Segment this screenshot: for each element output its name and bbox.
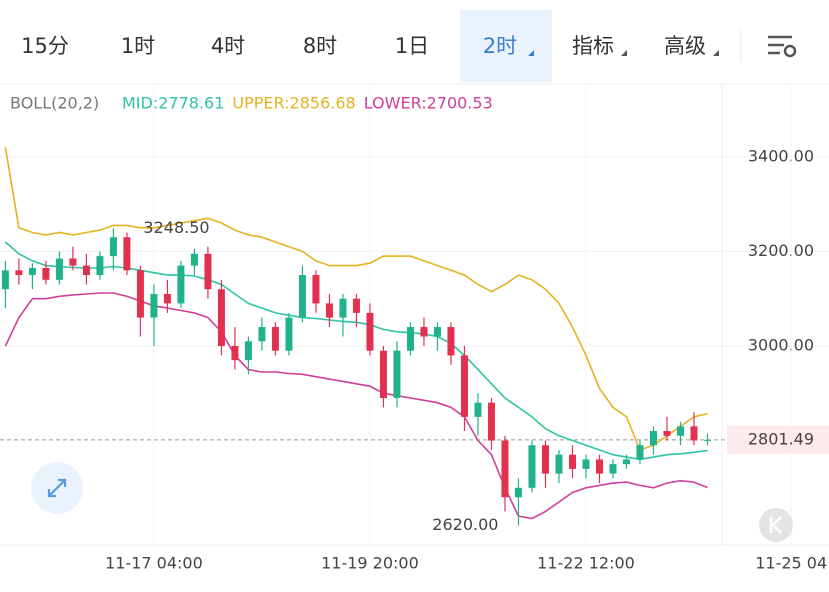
candle-body (190, 253, 198, 266)
band-line (4, 147, 708, 452)
last-price-box (727, 425, 829, 454)
candle-body (487, 402, 495, 441)
candle-body (663, 431, 671, 436)
candle-body (514, 487, 522, 498)
x-tick-label: 11-25 04 (755, 554, 827, 573)
y-tick-label: 3400.00 (748, 146, 814, 165)
candle-body (433, 327, 441, 337)
candle-body (204, 253, 212, 290)
candle-body (582, 459, 590, 469)
y-tick-label: 3000.00 (748, 335, 814, 354)
indicator-label: BOLL(20,2) (10, 94, 99, 113)
legend-entry: LOWER:2700.53 (364, 94, 493, 113)
candle-body (150, 293, 158, 318)
tab[interactable]: 2时 (483, 34, 517, 58)
candle-body (636, 445, 644, 460)
x-tick-label: 11-22 12:00 (537, 554, 635, 573)
plot: 3400.00 3200.00 3000.00 11-17 04:00 11-19 20… (0, 85, 829, 573)
candle-body (163, 293, 171, 304)
tab[interactable]: 15分 (21, 34, 69, 58)
candle-body (136, 270, 144, 318)
tab[interactable]: 8时 (303, 34, 337, 58)
candle-body (109, 237, 117, 257)
tab[interactable]: 1时 (121, 34, 155, 58)
candle-body (501, 440, 509, 498)
candle-body (703, 439, 711, 441)
candle-body (690, 426, 698, 441)
dropdown-marker (621, 50, 627, 56)
candle-body (474, 402, 482, 417)
candle-body (258, 327, 266, 342)
candle-body (217, 289, 225, 346)
candle-body (676, 426, 684, 436)
y-tick-label: 3200.00 (748, 241, 814, 260)
candle-body (177, 265, 185, 304)
dropdown-marker (713, 50, 719, 56)
candle-body (528, 445, 536, 488)
candle-body (325, 303, 333, 318)
tab[interactable]: 1日 (395, 34, 429, 58)
candle-body (379, 350, 387, 398)
candle-body (285, 317, 293, 351)
candle-body (28, 267, 36, 276)
dropdown-marker (528, 50, 534, 56)
candle-body (568, 454, 576, 469)
candle-body (595, 459, 603, 474)
candle-body (609, 464, 617, 474)
candle-body (231, 345, 239, 361)
candle-body (82, 265, 90, 276)
candle-body (366, 312, 374, 351)
candle-body (312, 275, 320, 304)
last-price-label: 2801.49 (748, 429, 814, 448)
settings-icon[interactable] (768, 35, 797, 58)
candle-body (649, 431, 657, 446)
candle-body (622, 459, 630, 465)
candle-body (339, 298, 347, 318)
candle-body (555, 454, 563, 474)
k-button[interactable] (759, 508, 793, 542)
candle-body (271, 327, 279, 351)
candle-body (96, 256, 104, 276)
tab[interactable]: 高级 (664, 34, 706, 58)
band-line (4, 292, 708, 520)
tab[interactable]: 指标 (572, 34, 614, 58)
candle-body (244, 341, 252, 361)
tabs: 15分 1时 4时 8时 1日 2时 指标 高级 (21, 34, 719, 58)
extreme-label: 3248.50 (143, 218, 209, 237)
candle-body (541, 445, 549, 474)
candle-body (123, 237, 131, 271)
extreme-label: 2620.00 (432, 515, 498, 534)
tab[interactable]: 4时 (211, 34, 245, 58)
active-tab-bg (460, 10, 552, 82)
candle-body (298, 275, 306, 318)
candle-body (42, 267, 50, 280)
candle-body (420, 327, 428, 337)
candle-body (460, 355, 468, 417)
candle-body (15, 270, 23, 276)
expand-button[interactable] (31, 462, 83, 514)
candle-body (1, 270, 9, 290)
legend-entry: MID:2778.61 (122, 94, 224, 113)
candle-body (55, 258, 63, 280)
candle-body (406, 327, 414, 351)
candle-body (69, 258, 77, 266)
x-tick-label: 11-17 04:00 (105, 554, 203, 573)
tab-bar (0, 0, 829, 84)
x-tick-label: 11-19 20:00 (321, 554, 419, 573)
candle-body (447, 327, 455, 356)
candle-body (352, 298, 360, 313)
candle-body (393, 350, 401, 398)
legend-entry: UPPER:2856.68 (232, 94, 355, 113)
